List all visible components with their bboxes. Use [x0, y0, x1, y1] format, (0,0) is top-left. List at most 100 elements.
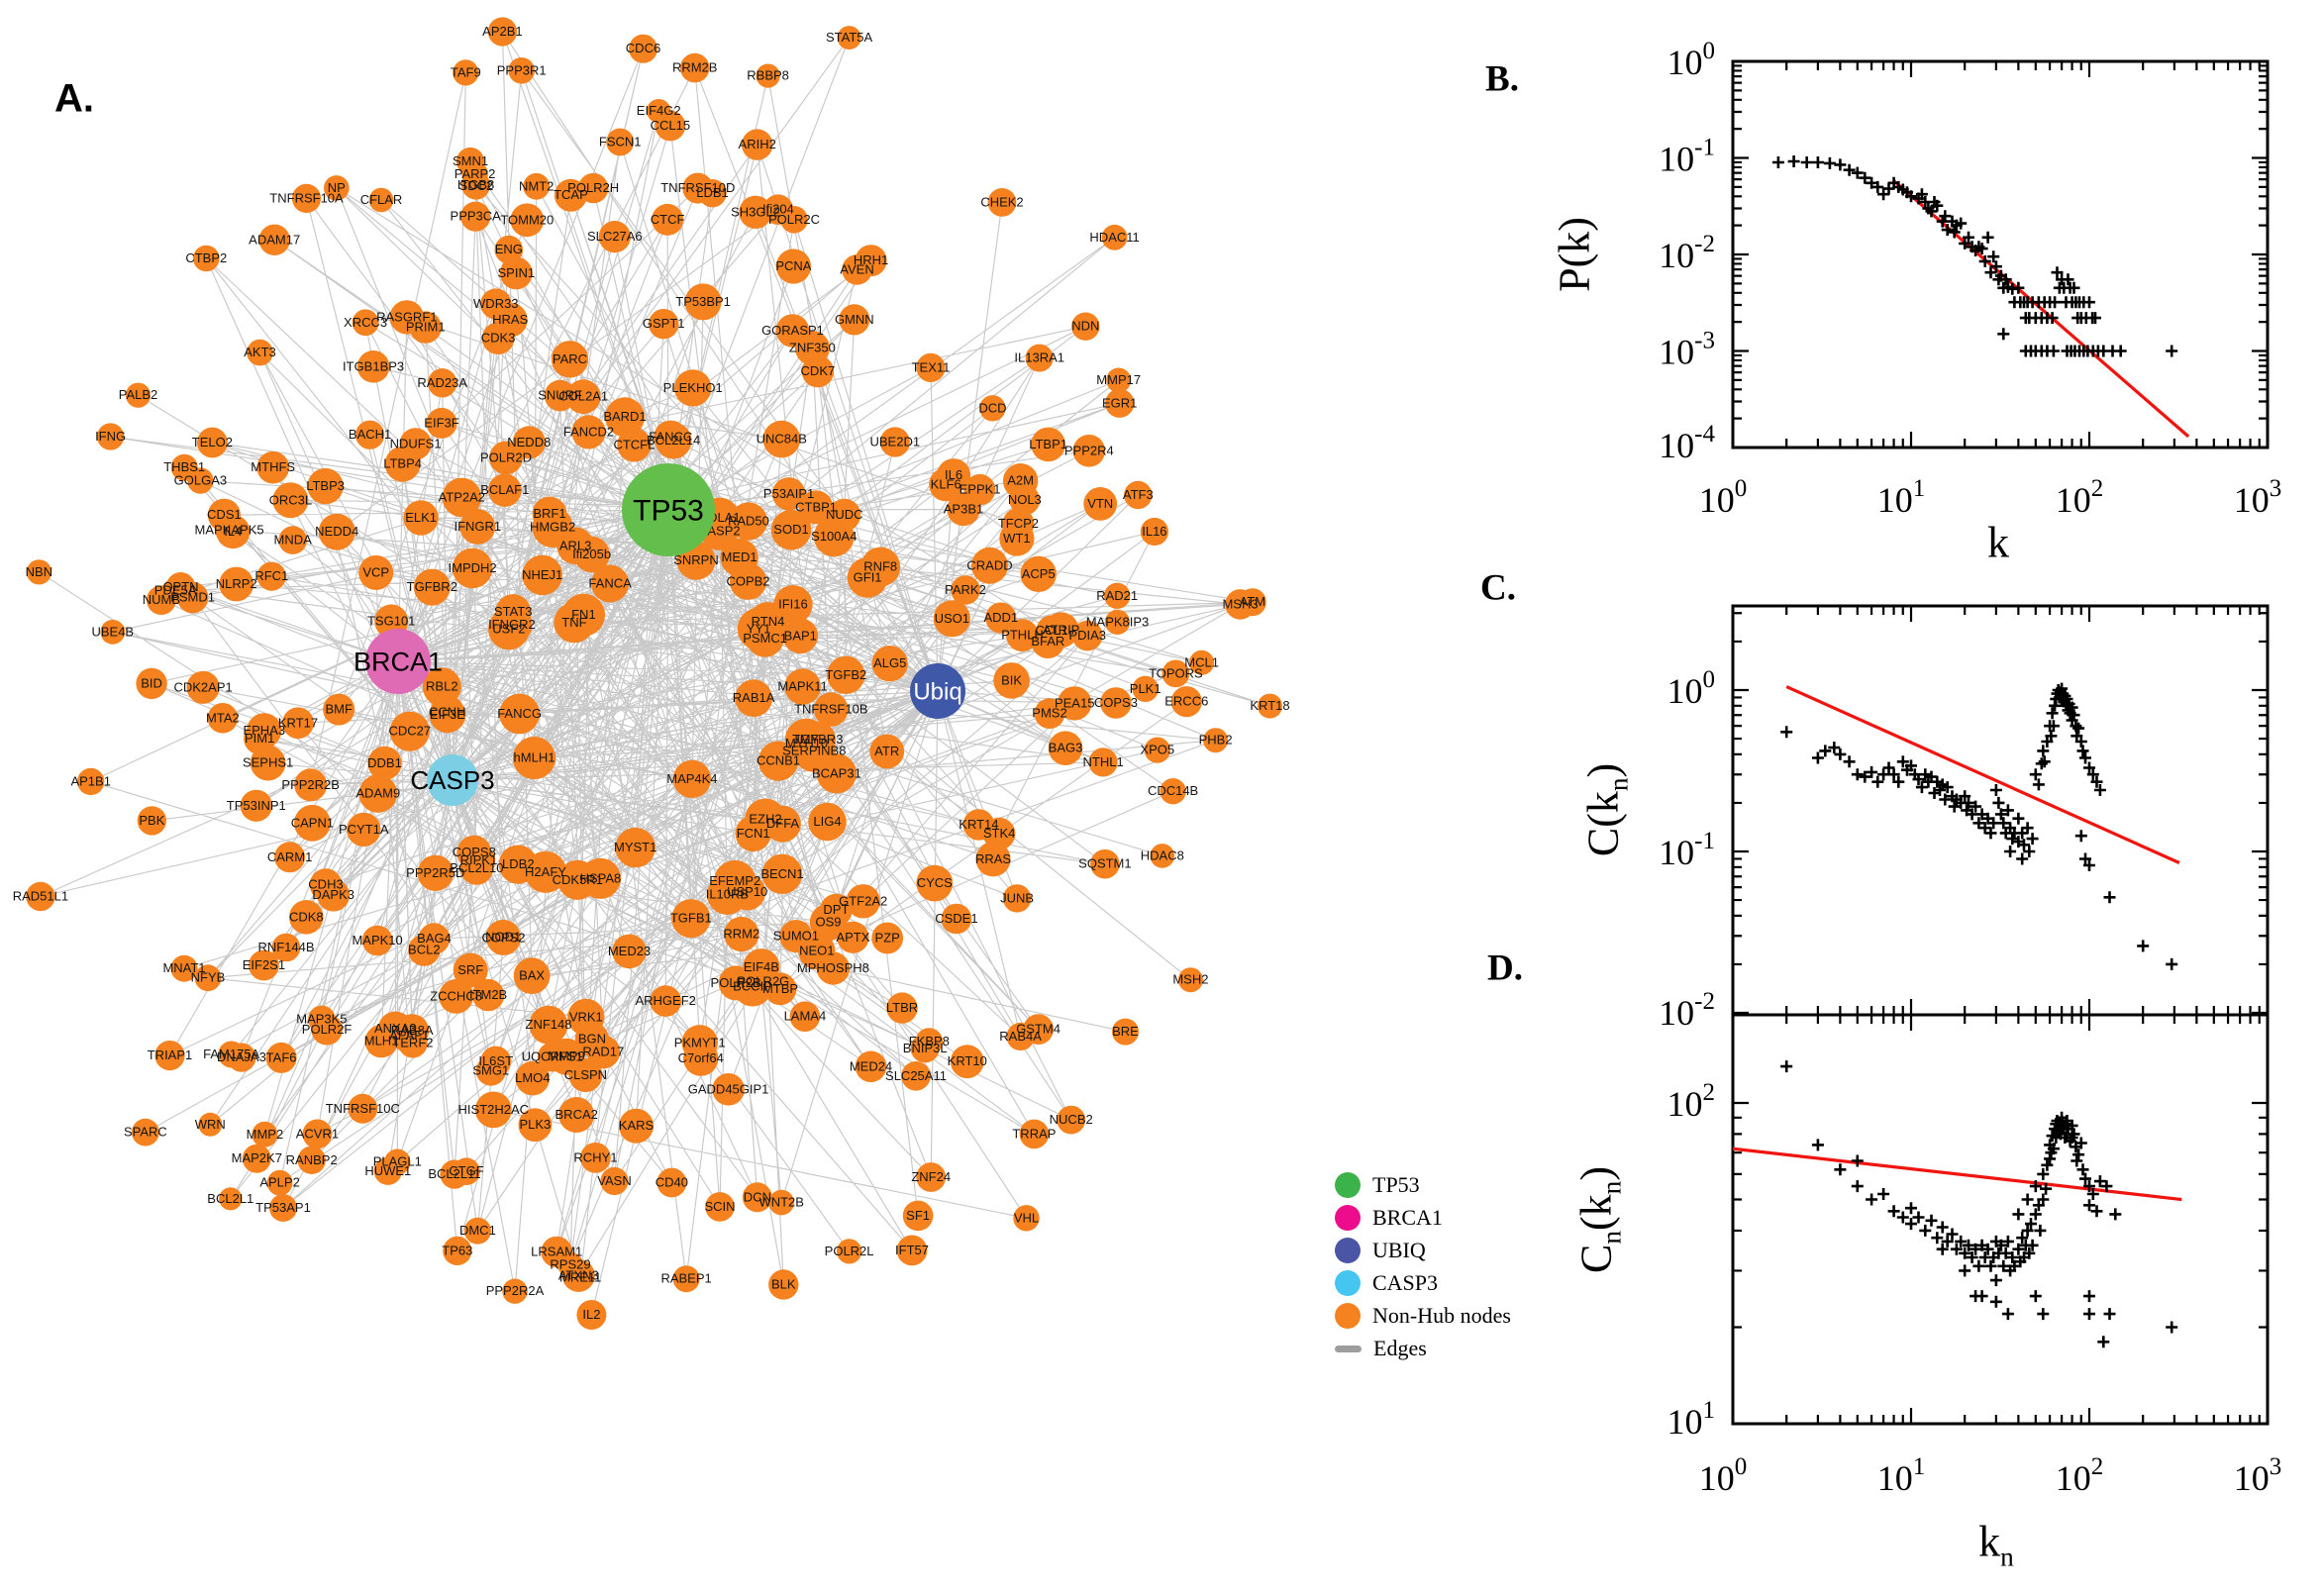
network-node	[837, 1239, 862, 1264]
network-node-label: TNFRSF10C	[326, 1101, 400, 1116]
network-node	[742, 1182, 772, 1213]
network-node	[775, 249, 812, 284]
network-node	[782, 618, 819, 654]
edge-swatch-icon	[1335, 1345, 1362, 1352]
network-node	[1002, 884, 1032, 913]
network-node	[219, 566, 254, 602]
network-node-label: TP53AP1	[255, 1200, 311, 1215]
network-node	[798, 932, 836, 970]
network-node-label: RAB8A	[391, 1023, 434, 1038]
scatter-points	[1780, 1060, 2178, 1348]
network-node-label: CLSPN	[564, 1067, 607, 1082]
network-node-label: FKBP8	[909, 1034, 950, 1048]
network-node	[367, 746, 402, 780]
legend-item-tp53: TP53	[1335, 1172, 1511, 1198]
network-node-label: ZNF148	[526, 1017, 572, 1032]
network-node	[933, 600, 970, 638]
network-node-labels: POLR2G POLR2F POLR2D POLR2C POLR2B POLR2H POLR…	[13, 24, 1290, 1322]
network-node	[216, 514, 251, 549]
network-node	[170, 954, 198, 982]
network-node	[879, 427, 910, 457]
network-node-label: HDAC8	[1141, 848, 1184, 862]
tp53-swatch-icon	[1335, 1172, 1361, 1198]
network-node-label: PIM1	[245, 731, 274, 746]
network-node-label: VHL	[1014, 1210, 1039, 1225]
network-node-label: BCL2L11	[428, 1166, 480, 1181]
network-node	[294, 804, 331, 842]
network-node-label: MAPK10	[352, 933, 402, 948]
network-node-label: DCD	[978, 400, 1006, 415]
network-node-label: CARM1	[267, 849, 313, 864]
network-node-label: AP2B1	[482, 24, 522, 39]
network-node	[1112, 1018, 1139, 1046]
network-node	[985, 602, 1017, 634]
network-node-label: DMC1	[459, 1223, 496, 1238]
network-node	[748, 602, 788, 642]
casp3-swatch-icon	[1335, 1270, 1361, 1296]
network-node-label: SQSTM1	[1078, 856, 1131, 871]
tick-label: 100	[1699, 475, 1748, 520]
network-node	[403, 500, 439, 536]
network-node-label: MED24	[850, 1058, 892, 1073]
network-node	[1101, 224, 1128, 250]
network-node-label: ATR	[874, 744, 899, 758]
network-node-label: BAG4	[417, 931, 452, 946]
network-node	[1006, 1022, 1035, 1051]
network-node-label: BNIP3L	[903, 1041, 948, 1055]
network-node	[743, 948, 780, 986]
network-node-label: ATP2A2	[439, 489, 485, 504]
network-node	[987, 188, 1017, 217]
network-node	[768, 1189, 794, 1216]
network-node	[855, 245, 887, 277]
network-node-label: USO1	[935, 611, 969, 626]
network-node-label: PHB2	[1199, 733, 1233, 748]
network-node	[729, 873, 766, 911]
network-node-label: NOD1	[485, 930, 521, 945]
network-node	[963, 473, 996, 506]
network-node-label: STAT5A	[826, 30, 873, 45]
network-node-label: LDB2	[502, 856, 535, 871]
network-node-label: GOLGA3	[174, 473, 227, 488]
network-node-label: TGFBR3	[792, 732, 843, 747]
network-node	[855, 1050, 887, 1083]
network-node-label: GADD45GIP1	[688, 1081, 769, 1096]
network-node-label: RABEP1	[660, 1271, 711, 1286]
network-node-label: BACH1	[349, 427, 391, 442]
network-node-label: MAP3K5	[296, 1011, 347, 1026]
network-node-label: CSDE1	[935, 911, 977, 926]
panel-d-ylabel: Cn(kn)	[1571, 1166, 1627, 1273]
network-node	[318, 513, 355, 550]
network-node	[471, 978, 505, 1012]
panel-c-plot: 100 10-1 10-2	[1659, 604, 2270, 1033]
network-node-label: BCL2	[408, 943, 441, 957]
network-node-label: LTBR	[886, 1000, 918, 1015]
network-node-label: SUMO1	[773, 929, 819, 944]
network-node-label: LMO4	[515, 1070, 550, 1085]
network-node-label: EIF3E	[430, 707, 465, 722]
network-node	[242, 1144, 271, 1173]
network-node-label: MMP17	[1096, 372, 1141, 387]
network-node-label: ITGB8	[457, 177, 495, 192]
network-node	[1031, 427, 1065, 462]
network-node-label: NUDC	[826, 507, 863, 522]
network-node-label: USF2	[492, 621, 525, 636]
network-node	[771, 477, 806, 511]
network-node-label: CTCF	[651, 212, 685, 227]
network-node-label: CDK5R1	[553, 872, 603, 887]
network-node-label: XRCC3	[344, 315, 387, 330]
network-node-label: UQCRFS1	[522, 1049, 583, 1064]
network-node	[308, 1005, 336, 1034]
network-node	[869, 734, 905, 769]
network-node-label: STAT3	[494, 604, 533, 619]
network-node-label: MED23	[608, 944, 651, 958]
network-node	[1006, 619, 1039, 652]
network-node	[307, 467, 344, 505]
network-node	[652, 203, 684, 236]
network-node-label: ACVR1	[296, 1126, 339, 1141]
network-node	[672, 759, 712, 799]
network-node-label: SNRPN	[673, 552, 719, 567]
legend-label: BRCA1	[1372, 1205, 1443, 1230]
network-node	[886, 992, 918, 1024]
network-node	[901, 1061, 931, 1091]
network-node	[271, 933, 301, 962]
